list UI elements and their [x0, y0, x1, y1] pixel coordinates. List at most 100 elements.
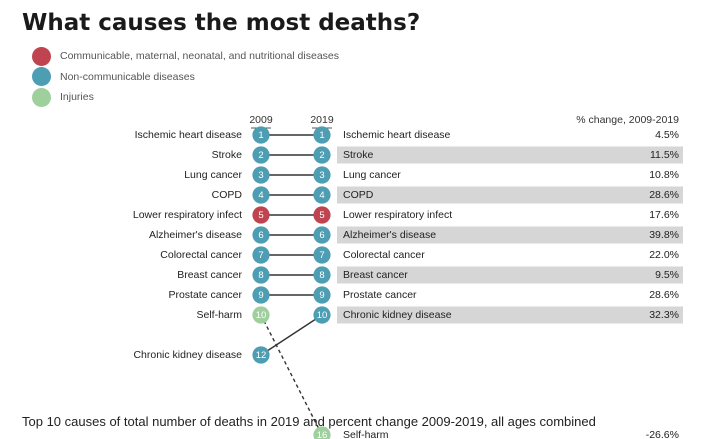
legend-swatch-non-communicable — [32, 67, 51, 86]
rank-circle-2009 — [252, 246, 270, 264]
rank-circle-2009 — [252, 166, 270, 184]
rank-circle-2019 — [313, 266, 331, 284]
pct-change-value: 22.0% — [649, 249, 679, 261]
rank-number-2019: 4 — [319, 190, 324, 201]
pct-change-value: 28.6% — [649, 189, 679, 201]
header-pct-change: % change, 2009-2019 — [576, 114, 679, 126]
cause-label-2009: Alzheimer's disease — [149, 229, 242, 241]
rank-circle-2009 — [252, 186, 270, 204]
row-shade — [337, 186, 683, 204]
rank-number-2019: 16 — [317, 430, 328, 439]
rank-circle-2009 — [252, 306, 270, 324]
pct-change-value: 17.6% — [649, 209, 679, 221]
cause-label-2009: Chronic kidney disease — [133, 349, 242, 361]
cause-label-2009: Lung cancer — [184, 169, 242, 181]
rank-circle-2009 — [252, 346, 270, 364]
cause-label-2019: Stroke — [343, 149, 374, 161]
rank-circle-2009 — [252, 286, 270, 304]
rank-circle-2019 — [313, 186, 331, 204]
rank-number-2009: 12 — [256, 350, 267, 361]
rank-number-2019: 1 — [319, 130, 324, 141]
cause-label-2009: Ischemic heart disease — [135, 129, 243, 141]
rank-number-2019: 6 — [319, 230, 324, 241]
legend-label-communicable: Communicable, maternal, neonatal, and nu… — [60, 50, 339, 62]
cause-label-2009: Stroke — [212, 149, 243, 161]
rank-number-2009: 3 — [258, 170, 263, 181]
chart-caption: Top 10 causes of total number of deaths … — [22, 414, 596, 429]
row-shade — [337, 146, 683, 164]
rank-circle-2019 — [313, 126, 331, 144]
pct-change-value: -26.6% — [646, 429, 679, 439]
rank-circle-2009 — [252, 206, 270, 224]
rank-circle-2019 — [313, 226, 331, 244]
cause-label-2009: COPD — [212, 189, 243, 201]
rank-circle-2019 — [313, 206, 331, 224]
page-title: What causes the most deaths? — [22, 10, 421, 36]
cause-label-2019: Breast cancer — [343, 269, 408, 281]
cause-label-2009: Prostate cancer — [168, 289, 242, 301]
row-shade — [337, 266, 683, 284]
pct-change-value: 9.5% — [655, 269, 679, 281]
rank-number-2009: 1 — [258, 130, 263, 141]
rank-number-2019: 5 — [319, 210, 324, 221]
rank-circle-2019 — [313, 426, 331, 439]
cause-label-2019: Chronic kidney disease — [343, 309, 452, 321]
rank-number-2009: 9 — [258, 290, 263, 301]
rank-number-2009: 2 — [258, 150, 263, 161]
pct-change-value: 11.5% — [650, 149, 679, 161]
rank-number-2009: 5 — [258, 210, 263, 221]
rank-circle-2019 — [313, 146, 331, 164]
legend-swatch-communicable — [32, 46, 51, 66]
legend-item-communicable: Communicable, maternal, neonatal, and nu… — [32, 46, 339, 66]
cause-label-2019: Lower respiratory infect — [343, 209, 452, 221]
rank-number-2009: 10 — [256, 310, 267, 321]
cause-label-2009: Lower respiratory infect — [133, 209, 242, 221]
legend-label-non-communicable: Non-communicable diseases — [60, 70, 195, 83]
cause-label-2019: Alzheimer's disease — [343, 229, 436, 241]
rank-circle-2009 — [252, 146, 270, 164]
rank-circle-2009 — [252, 226, 270, 244]
pct-change-value: 28.6% — [649, 289, 679, 301]
rank-circle-2019 — [313, 166, 331, 184]
rank-number-2019: 7 — [319, 250, 324, 261]
cause-label-2019: Self-harm — [343, 429, 389, 439]
header-year-2009: 2009 — [249, 114, 273, 126]
rank-number-2009: 8 — [258, 270, 263, 281]
pct-change-value: 39.8% — [649, 229, 679, 241]
legend-item-injuries: Injuries — [32, 87, 339, 107]
cause-label-2019: Ischemic heart disease — [343, 129, 451, 141]
cause-label-2019: Lung cancer — [343, 169, 401, 181]
rank-number-2009: 4 — [258, 190, 263, 201]
cause-label-2009: Breast cancer — [177, 269, 242, 281]
connector-line — [260, 314, 323, 356]
legend-swatch-injuries — [32, 87, 51, 107]
cause-label-2009: Self-harm — [196, 309, 242, 321]
rank-number-2009: 6 — [258, 230, 263, 241]
rank-number-2019: 9 — [319, 290, 324, 301]
header-year-2019: 2019 — [310, 114, 334, 126]
rank-number-2019: 3 — [319, 170, 324, 181]
rank-number-2019: 2 — [319, 150, 324, 161]
pct-change-value: 10.8% — [649, 169, 679, 181]
legend-item-non-communicable: Non-communicable diseases — [32, 67, 339, 87]
pct-change-value: 4.5% — [655, 129, 679, 141]
rank-circle-2019 — [313, 286, 331, 304]
rank-circle-2009 — [252, 266, 270, 284]
rank-number-2009: 7 — [258, 250, 263, 261]
cause-label-2019: Colorectal cancer — [343, 249, 425, 261]
row-shade — [337, 306, 683, 324]
rank-number-2019: 8 — [319, 270, 324, 281]
cause-label-2019: COPD — [343, 189, 374, 201]
row-shade — [337, 226, 683, 244]
connector-line — [260, 314, 323, 436]
rank-circle-2019 — [313, 246, 331, 264]
rank-number-2019: 10 — [317, 310, 328, 321]
cause-label-2009: Colorectal cancer — [160, 249, 242, 261]
pct-change-value: 32.3% — [649, 309, 679, 321]
rank-circle-2009 — [252, 126, 270, 144]
cause-label-2019: Prostate cancer — [343, 289, 417, 301]
rank-circle-2019 — [313, 306, 331, 324]
legend-label-injuries: Injuries — [60, 91, 94, 103]
legend: Communicable, maternal, neonatal, and nu… — [32, 46, 339, 108]
